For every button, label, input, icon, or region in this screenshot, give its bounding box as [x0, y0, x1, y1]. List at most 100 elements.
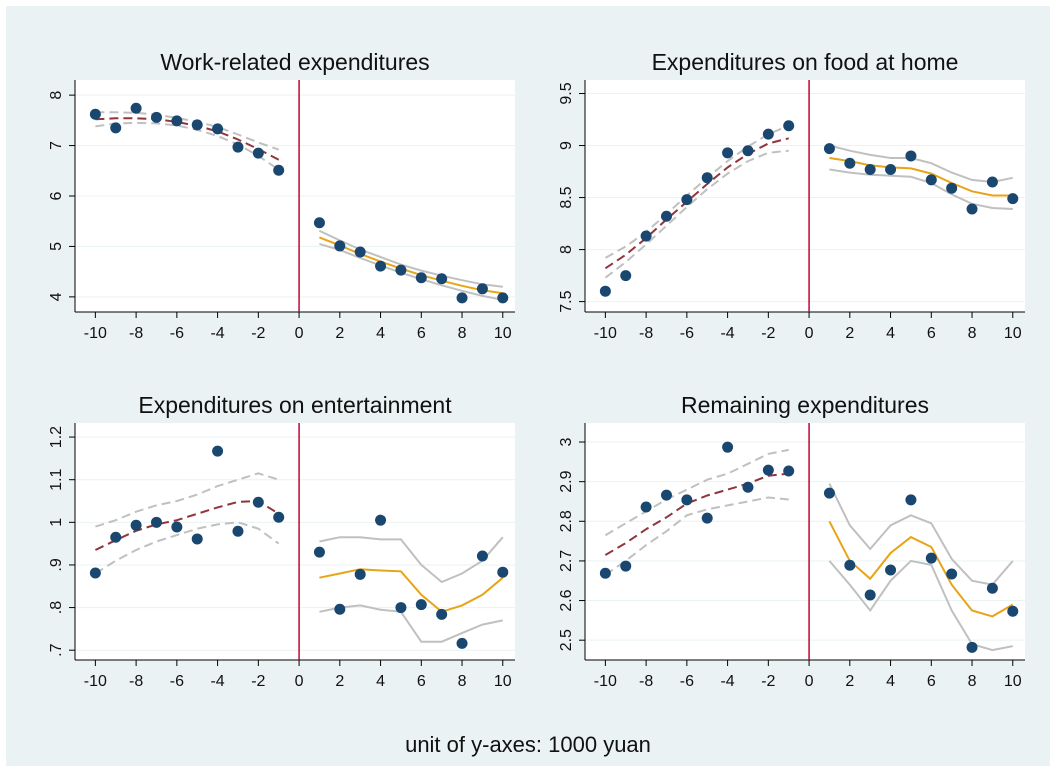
y-tick-label: 2.6 — [558, 589, 575, 611]
y-tick-label: .8 — [48, 601, 65, 614]
x-tick-label: -10 — [84, 325, 107, 342]
y-tick-label: 2.7 — [558, 550, 575, 572]
fit-line — [94, 499, 280, 551]
point — [252, 147, 264, 159]
x-tick-label: 2 — [845, 673, 854, 690]
fit-line — [829, 144, 1014, 184]
y-tick-label: .9 — [48, 558, 65, 571]
point — [844, 559, 856, 571]
point — [885, 163, 897, 175]
x-tick-label: 4 — [886, 325, 895, 342]
point — [823, 143, 835, 155]
y-tick-label: 3 — [558, 437, 575, 446]
point — [110, 531, 122, 543]
point — [273, 511, 285, 523]
x-tick-label: 10 — [1004, 325, 1022, 342]
point — [681, 494, 693, 506]
point — [722, 441, 734, 453]
point — [497, 292, 509, 304]
point — [864, 589, 876, 601]
point — [640, 501, 652, 513]
point — [436, 273, 448, 285]
fit-line — [829, 157, 1013, 197]
y-tick-label: 5 — [48, 242, 65, 251]
chart-title: Remaining expenditures — [681, 392, 929, 418]
y-tick-label: 7 — [48, 141, 65, 150]
x-tick-label: 6 — [927, 325, 936, 342]
x-tick-label: -4 — [210, 325, 224, 342]
point — [660, 489, 672, 501]
point — [599, 567, 611, 579]
y-tick-label: 2.9 — [558, 470, 575, 492]
fit-line — [95, 472, 279, 528]
point — [620, 560, 632, 572]
x-tick-label: 4 — [376, 325, 385, 342]
point — [599, 285, 611, 297]
point — [436, 608, 448, 620]
x-tick-label: 2 — [845, 325, 854, 342]
x-tick-label: -6 — [680, 673, 694, 690]
x-tick-label: -2 — [761, 325, 775, 342]
x-tick-label: 10 — [1004, 673, 1022, 690]
point — [660, 210, 672, 222]
point — [375, 260, 387, 272]
point — [476, 550, 488, 562]
x-tick-label: -4 — [210, 673, 224, 690]
point — [150, 111, 162, 123]
x-tick-label: 0 — [805, 325, 814, 342]
x-tick-label: 10 — [494, 325, 512, 342]
point — [130, 102, 142, 114]
fit-line — [828, 483, 1014, 586]
point — [334, 240, 346, 252]
point — [252, 496, 264, 508]
x-tick-label: 0 — [295, 673, 304, 690]
point — [946, 568, 958, 580]
fit-line — [319, 604, 504, 643]
point — [925, 552, 937, 564]
x-tick-label: 2 — [335, 673, 344, 690]
point — [946, 182, 958, 194]
fit-line — [604, 496, 789, 576]
x-tick-label: 0 — [295, 325, 304, 342]
point — [681, 194, 693, 206]
fit-line — [604, 124, 790, 259]
point — [1007, 193, 1019, 205]
y-tick-label: 2.5 — [558, 629, 575, 651]
point — [701, 172, 713, 184]
x-tick-label: 0 — [805, 673, 814, 690]
point — [864, 163, 876, 175]
point — [395, 264, 407, 276]
x-tick-label: -8 — [639, 673, 653, 690]
point — [232, 525, 244, 537]
point — [456, 292, 468, 304]
point — [191, 119, 203, 131]
x-tick-label: -6 — [170, 673, 184, 690]
point — [375, 514, 387, 526]
fit-line — [319, 568, 504, 613]
point — [986, 582, 998, 594]
point — [395, 602, 407, 614]
point — [313, 217, 325, 229]
point — [110, 122, 122, 134]
point — [783, 120, 795, 132]
point — [905, 494, 917, 506]
x-tick-label: 4 — [886, 673, 895, 690]
fit-line — [94, 521, 280, 575]
plot-area — [75, 423, 515, 660]
point — [966, 203, 978, 215]
point — [905, 150, 917, 162]
point — [89, 108, 101, 120]
y-tick-label: 9.5 — [558, 82, 575, 104]
point — [212, 123, 224, 135]
x-tick-label: 6 — [417, 325, 426, 342]
point — [823, 487, 835, 499]
point — [742, 481, 754, 493]
fit-line — [319, 536, 504, 584]
y-tick-label: 7.5 — [558, 290, 575, 312]
x-tick-label: 8 — [968, 673, 977, 690]
x-tick-label: -4 — [720, 325, 734, 342]
point — [497, 566, 509, 578]
x-tick-label: -2 — [251, 673, 265, 690]
fit-line — [604, 472, 789, 556]
